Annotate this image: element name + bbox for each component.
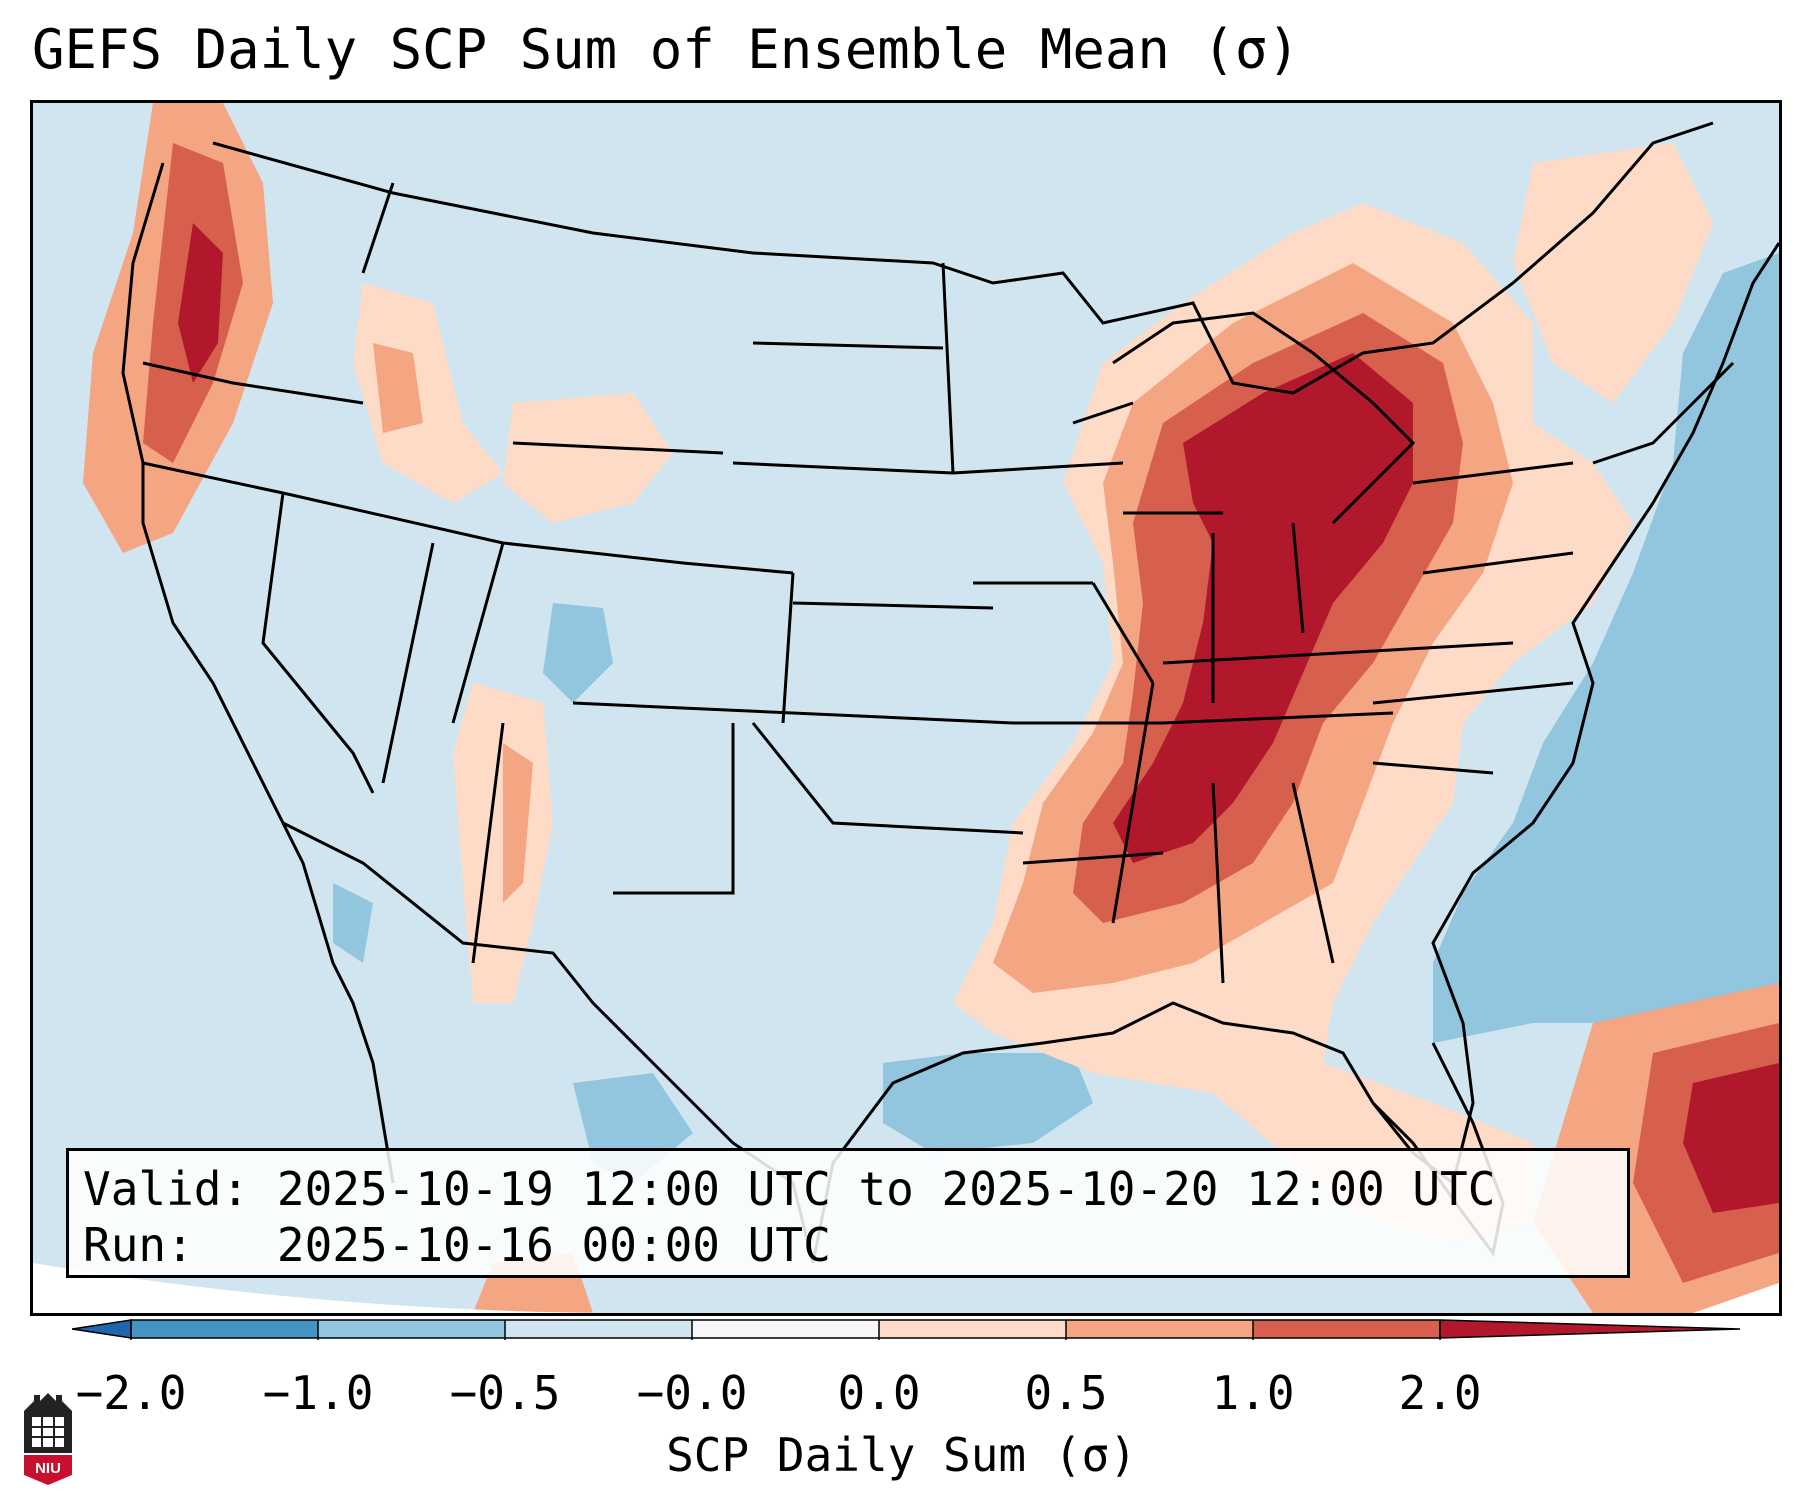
state-nd-sd: [752, 341, 944, 350]
state-mn-ia: [952, 461, 1124, 475]
state-wy-south: [502, 541, 794, 575]
colorbar-label: SCP Daily Sum (σ): [666, 1428, 1137, 1482]
colorbar-bin-5: [1066, 1320, 1253, 1338]
state-tn-south: [1162, 711, 1394, 725]
state-nc-sc: [1372, 761, 1494, 775]
valid-label: Valid:: [83, 1162, 250, 1216]
colorbar-bin-4: [879, 1320, 1066, 1338]
idaho-positive: [353, 283, 503, 503]
niu-logo: NIU: [24, 1393, 72, 1485]
state-pa-south: [1422, 551, 1574, 575]
run-value: 2025-10-16 00:00 UTC: [276, 1218, 831, 1272]
map-svg: [33, 103, 1779, 1313]
us-canada-border: [212, 121, 1714, 395]
northeast-positive: [1513, 143, 1713, 403]
new-england: [1592, 361, 1735, 465]
state-ne-ks: [792, 601, 994, 610]
colorbar-tick-label: −1.0: [262, 1366, 374, 1420]
colorbar-tick-label: 1.0: [1211, 1366, 1295, 1420]
valid-value: 2025-10-19 12:00 UTC to 2025-10-20 12:00…: [276, 1162, 1496, 1216]
colorbar: [72, 1319, 1741, 1340]
state-ar-la: [1022, 851, 1164, 865]
state-ok-tx: [751, 722, 1024, 835]
state-mo-il: [1091, 582, 1155, 684]
state-mi-wi: [1072, 401, 1134, 425]
state-ms-al: [1211, 782, 1225, 984]
east-core-positive: [1113, 353, 1413, 863]
projection-corner-left: [33, 1263, 633, 1313]
state-al-ga: [1291, 782, 1335, 964]
state-ks-ok: [572, 701, 1014, 725]
colorbar-extend-low: [72, 1319, 132, 1339]
colorbar-tick-label: 2.0: [1398, 1366, 1482, 1420]
colorbar-bin-2: [505, 1320, 692, 1338]
colorado-negative-patch: [543, 603, 613, 703]
state-nm-tx: [613, 723, 735, 895]
state-az-nm: [471, 722, 505, 964]
map-panel: [30, 100, 1782, 1316]
southwest-weak-pos: [503, 743, 533, 903]
boundaries: [121, 121, 1779, 1264]
colorbar-tick-label: 0.0: [837, 1366, 921, 1420]
state-sd-ne: [732, 461, 954, 475]
atlantic-negative-anomaly: [1433, 253, 1779, 1043]
logo-text: NIU: [35, 1460, 61, 1477]
east-coast: [1431, 242, 1779, 1184]
projection-corner-right: [1693, 1283, 1779, 1313]
great-lakes-outline: [1112, 311, 1416, 525]
state-pa-ny: [1412, 461, 1574, 485]
chart-title: GEFS Daily SCP Sum of Ensemble Mean (σ): [32, 18, 1300, 81]
caribbean-core: [1683, 1063, 1779, 1213]
state-ky-tn: [1162, 641, 1514, 665]
state-wa-or: [142, 361, 364, 405]
colorbar-tick-label: −2.0: [75, 1366, 187, 1420]
state-nv-east: [381, 542, 435, 784]
pacific-nw-core: [178, 223, 223, 383]
state-va-nc: [1372, 681, 1574, 705]
state-nv-ca: [261, 492, 375, 794]
colorbar-bin-0: [131, 1320, 318, 1338]
colorbar-bin-6: [1253, 1320, 1440, 1338]
valid-run-infobox: Valid: 2025-10-19 12:00 UTC to 2025-10-2…: [66, 1148, 1630, 1278]
colorbar-bin-1: [318, 1320, 505, 1338]
colorbar-tick-label: 0.5: [1024, 1366, 1108, 1420]
colorbar-tick-label: −0.0: [636, 1366, 748, 1420]
state-dakota-mn: [941, 262, 955, 474]
west-coast: [121, 162, 395, 1184]
state-mt-south: [512, 441, 724, 455]
run-label: Run:: [83, 1218, 194, 1272]
state-ut-co: [451, 542, 505, 724]
colorbar-bin-3: [692, 1320, 879, 1338]
colorbar-tick-label: −0.5: [449, 1366, 561, 1420]
montana-positive: [503, 393, 673, 523]
idaho-weak-pos: [373, 343, 423, 433]
colorbar-extend-high: [1439, 1319, 1741, 1339]
baja-negative-patch: [333, 883, 373, 963]
state-oh-in: [1291, 522, 1305, 634]
gulf-negative-anomaly: [883, 1053, 1093, 1153]
state-ms-river: [1111, 682, 1155, 924]
state-id-west: [361, 182, 395, 274]
state-co-east: [781, 572, 795, 724]
